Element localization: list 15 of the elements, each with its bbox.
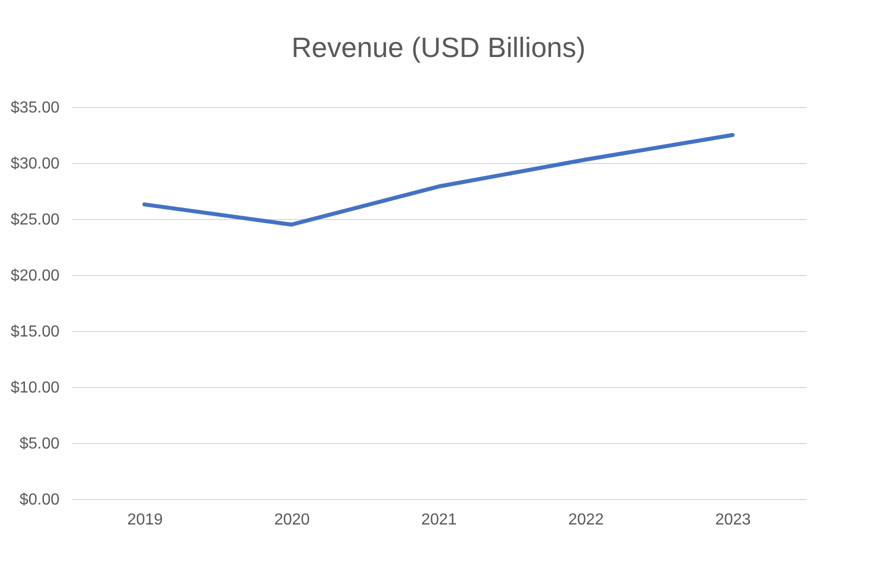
x-tick-label: 2019 xyxy=(127,512,163,528)
y-tick-label: $30.00 xyxy=(10,156,60,172)
x-tick-label: 2022 xyxy=(568,512,604,528)
y-tick-label: $5.00 xyxy=(19,436,60,452)
chart-title: Revenue (USD Billions) xyxy=(291,32,586,63)
x-tick-label: 2023 xyxy=(715,512,751,528)
y-tick-label: $15.00 xyxy=(10,324,60,340)
x-tick-label: 2020 xyxy=(274,512,310,528)
y-tick-label: $20.00 xyxy=(10,268,60,284)
x-tick-label: 2021 xyxy=(421,512,457,528)
y-tick-label: $10.00 xyxy=(10,380,60,396)
y-tick-label: $35.00 xyxy=(10,100,60,116)
y-tick-label: $0.00 xyxy=(19,492,60,508)
y-tick-label: $25.00 xyxy=(10,212,60,228)
line-series xyxy=(142,133,734,227)
